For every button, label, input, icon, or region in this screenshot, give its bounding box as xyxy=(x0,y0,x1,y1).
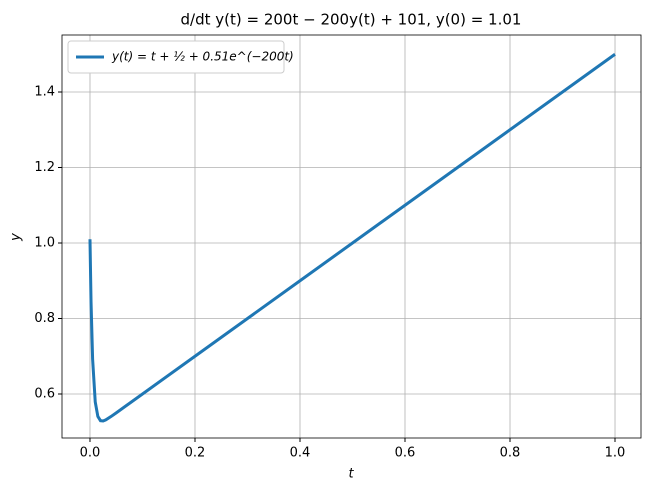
x-tick-label: 0.4 xyxy=(290,446,311,461)
legend-label: y(t) = t + ½ + 0.51e^(−200t) xyxy=(111,50,294,64)
x-tick-label: 0.8 xyxy=(500,446,521,461)
x-tick-label: 0.2 xyxy=(185,446,206,461)
x-tick-label: 1.0 xyxy=(605,446,626,461)
y-tick-label: 0.6 xyxy=(34,386,55,401)
legend-box xyxy=(67,40,285,74)
plot-frame xyxy=(61,34,642,439)
x-tick-label: 0.6 xyxy=(395,446,416,461)
y-tick-label: 1.0 xyxy=(34,235,55,250)
chart-title: d/dt y(t) = 200t − 200y(t) + 101, y(0) =… xyxy=(181,11,522,29)
y-axis-label: y xyxy=(9,233,24,242)
x-axis-label: t xyxy=(348,467,354,482)
y-tick-label: 1.4 xyxy=(34,84,55,99)
y-tick-label: 1.2 xyxy=(34,160,55,175)
data-line xyxy=(88,53,616,423)
x-tick-label: 0.0 xyxy=(80,446,101,461)
y-tick-label: 0.8 xyxy=(34,311,55,326)
